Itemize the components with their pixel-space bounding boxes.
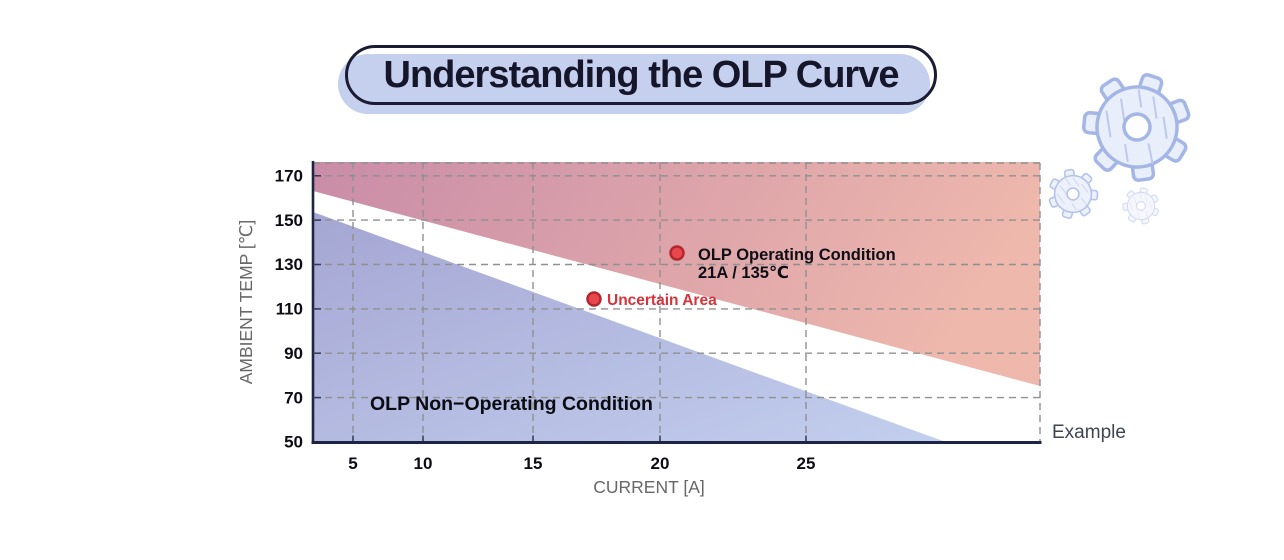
x-tick-label: 20 bbox=[651, 454, 670, 473]
uncertain-area-label: Uncertain Area bbox=[607, 292, 717, 309]
x-tick-label: 15 bbox=[524, 454, 543, 473]
page-title: Understanding the OLP Curve bbox=[383, 53, 900, 96]
axis-ticks bbox=[313, 175, 807, 441]
y-tick-label: 90 bbox=[284, 344, 303, 363]
y-tick-label: 70 bbox=[284, 388, 303, 407]
y-tick-label: 130 bbox=[275, 255, 303, 274]
y-tick-label: 150 bbox=[275, 211, 303, 230]
region-olp-operating bbox=[313, 162, 1040, 386]
x-tick-label: 10 bbox=[414, 454, 433, 473]
operating-point-detail: 21A / 135℃ bbox=[698, 264, 789, 282]
operating-point-label: OLP Operating Condition bbox=[698, 246, 896, 264]
region-olp-non-operating bbox=[313, 212, 943, 441]
y-tick-label: 110 bbox=[276, 300, 303, 319]
example-caption: Example bbox=[1052, 422, 1126, 443]
uncertain-point-marker: Uncertain Area bbox=[586, 291, 717, 309]
x-tick-label: 25 bbox=[797, 454, 816, 473]
red-dot-icon bbox=[669, 245, 685, 261]
title-banner: Understanding the OLP Curve bbox=[338, 45, 937, 114]
operating-point-marker: OLP Operating Condition 21A / 135℃ bbox=[669, 245, 896, 282]
x-axis-title: CURRENT [A] bbox=[593, 477, 705, 497]
y-tick-label: 50 bbox=[284, 432, 303, 451]
y-tick-label: 170 bbox=[275, 167, 303, 186]
grid-lines bbox=[313, 162, 1041, 441]
y-axis-title: AMBIENT TEMP [℃] bbox=[236, 220, 256, 385]
x-tick-label: 5 bbox=[348, 454, 357, 473]
title-banner-outline: Understanding the OLP Curve bbox=[345, 45, 937, 105]
non-operating-region-label: OLP Non−Operating Condition bbox=[370, 393, 653, 415]
red-dot-icon bbox=[586, 291, 602, 307]
